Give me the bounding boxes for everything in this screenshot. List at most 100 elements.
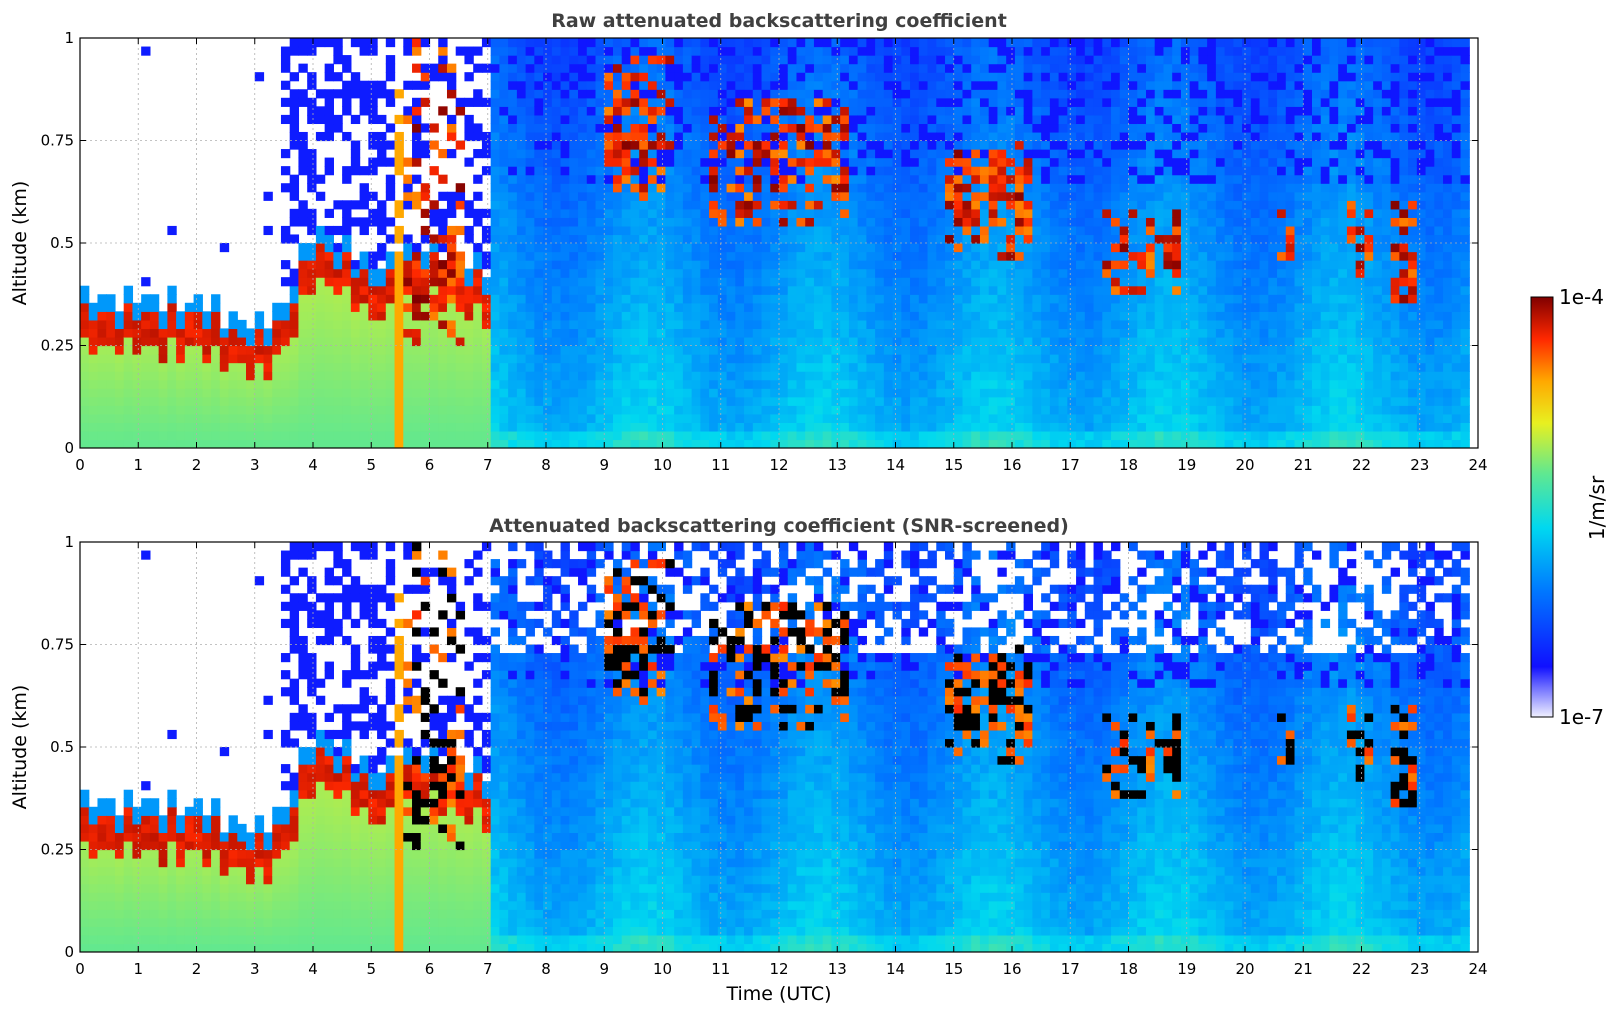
heatmap-cell <box>569 157 579 167</box>
heatmap-cell <box>569 319 579 330</box>
heatmap-cell <box>866 114 876 125</box>
heatmap-cell <box>1128 97 1138 107</box>
heatmap-cell <box>429 72 439 82</box>
heatmap-cell <box>569 413 579 423</box>
heatmap-cell <box>1154 72 1165 82</box>
heatmap-cell <box>787 430 798 441</box>
heatmap-cell <box>368 191 378 201</box>
heatmap-cell <box>639 174 649 184</box>
heatmap-cell <box>805 379 815 389</box>
heatmap-cell <box>1145 55 1156 65</box>
heatmap-cell <box>184 328 195 338</box>
heatmap-cell <box>1128 106 1138 116</box>
heatmap-cell <box>1093 388 1103 398</box>
heatmap-cell <box>770 311 780 321</box>
heatmap-cell <box>717 336 728 347</box>
heatmap-cell <box>1023 439 1033 448</box>
heatmap-cell <box>446 131 457 142</box>
heatmap-cell <box>1145 251 1156 261</box>
heatmap-cell <box>770 328 780 338</box>
heatmap-cell <box>97 336 107 347</box>
heatmap-cell <box>962 371 972 381</box>
heatmap-cell <box>499 72 509 82</box>
heatmap-cell <box>403 174 413 184</box>
heatmap-cell <box>604 243 614 253</box>
heatmap-cell <box>368 268 378 278</box>
heatmap-cell <box>298 430 308 441</box>
heatmap-cell <box>1128 72 1138 82</box>
heatmap-cell <box>910 405 920 415</box>
heatmap-cell <box>936 328 946 338</box>
heatmap-cell <box>612 345 623 355</box>
heatmap-cell <box>761 174 771 184</box>
heatmap-cell <box>578 260 588 270</box>
heatmap-cell <box>193 362 203 372</box>
heatmap-cell <box>184 319 195 330</box>
heatmap-cell <box>516 302 527 312</box>
heatmap-cell <box>717 311 728 321</box>
heatmap-cell <box>1111 97 1121 107</box>
heatmap-cell <box>936 89 946 99</box>
heatmap-cell <box>1137 379 1147 389</box>
heatmap-cell <box>350 405 361 415</box>
heatmap-cell <box>630 123 640 133</box>
heatmap-cell <box>342 336 352 347</box>
heatmap-cell <box>997 157 1007 167</box>
heatmap-cell <box>560 430 570 441</box>
heatmap-cell <box>840 208 850 218</box>
heatmap-cell <box>691 80 701 90</box>
heatmap-cell <box>1102 225 1112 236</box>
heatmap-cell <box>910 183 920 193</box>
heatmap-cell <box>997 285 1007 295</box>
heatmap-cell <box>1137 319 1147 330</box>
heatmap-cell <box>420 191 431 201</box>
heatmap-cell <box>612 208 623 218</box>
heatmap-cell <box>254 319 265 330</box>
heatmap-cell <box>1119 123 1130 133</box>
heatmap-cell <box>543 285 553 295</box>
heatmap-cell <box>691 174 701 184</box>
heatmap-cell <box>883 328 894 338</box>
heatmap-cell <box>621 345 632 355</box>
heatmap-cell <box>639 251 649 261</box>
heatmap-cell <box>569 174 579 184</box>
heatmap-cell <box>744 243 754 253</box>
heatmap-cell <box>752 319 763 330</box>
heatmap-cell <box>534 251 544 261</box>
heatmap-cell <box>543 354 553 364</box>
heatmap-cell <box>525 89 535 99</box>
heatmap-cell <box>228 345 238 355</box>
heatmap-cell <box>709 225 719 236</box>
heatmap-cell <box>779 217 789 227</box>
heatmap-cell <box>123 396 134 406</box>
heatmap-cell <box>726 191 736 201</box>
heatmap-cell <box>490 191 500 201</box>
heatmap-cell <box>1041 422 1051 432</box>
heatmap-cell <box>682 243 693 253</box>
heatmap-cell <box>779 336 789 347</box>
heatmap-cell <box>1102 157 1112 167</box>
heatmap-cell <box>1006 157 1016 167</box>
heatmap-cell <box>813 439 824 448</box>
heatmap-cell <box>1006 328 1016 338</box>
heatmap-cell <box>656 294 667 304</box>
heatmap-cell <box>1067 217 1077 227</box>
heatmap-cell <box>892 174 902 184</box>
heatmap-cell <box>1172 405 1182 415</box>
heatmap-cell <box>280 379 291 389</box>
heatmap-cell <box>918 251 929 261</box>
heatmap-cell <box>80 388 90 398</box>
heatmap-cell <box>744 123 754 133</box>
heatmap-cell <box>1084 140 1095 150</box>
heatmap-cell <box>455 140 466 150</box>
heatmap-cell <box>141 345 151 355</box>
heatmap-cell <box>831 55 841 65</box>
heatmap-cell <box>700 114 710 125</box>
heatmap-cell <box>1032 97 1042 107</box>
heatmap-cell <box>656 439 667 448</box>
heatmap-cell <box>1032 319 1042 330</box>
heatmap-cell <box>219 379 230 389</box>
heatmap-cell <box>752 311 763 321</box>
heatmap-cell <box>604 55 614 65</box>
heatmap-cell <box>429 371 439 381</box>
